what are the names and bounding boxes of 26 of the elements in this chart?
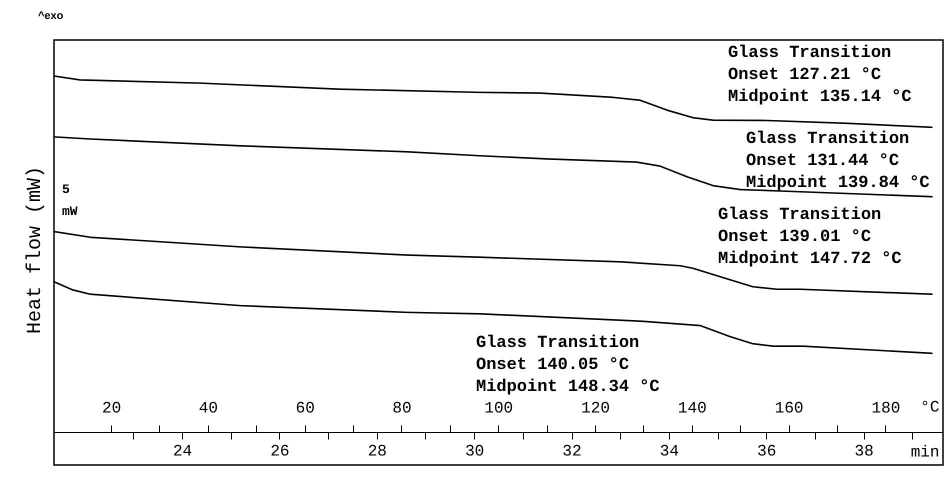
annotation: Glass Transition Onset 127.21 °C Midpoint 135.14 °C [728, 44, 912, 107]
x-tick-label: 160 [774, 400, 804, 418]
x2-tick-label: 36 [757, 442, 776, 460]
text: ^exo [38, 10, 64, 22]
x2-axis-title: min [910, 444, 940, 462]
x2-tick-label: 28 [368, 442, 387, 460]
x2-tick-label: 24 [172, 442, 192, 460]
annotation: Glass Transition Onset 140.05 °C Midpoint 148.34 °C [476, 334, 660, 397]
x2-tick-label: 32 [562, 442, 582, 460]
x-tick-label: 20 [102, 400, 122, 418]
x2-tick-label: 38 [854, 442, 874, 460]
x-tick-label: 40 [198, 400, 218, 418]
x2-tick-label: 26 [270, 442, 290, 460]
x-axis-title: °C [920, 398, 940, 416]
x2-tick-label: 30 [465, 442, 484, 460]
annotation: 5 mW [62, 182, 78, 219]
x-tick-label: 80 [392, 400, 412, 418]
x-tick-label: 60 [296, 400, 315, 418]
x2-tick-label: 34 [660, 442, 679, 460]
x-tick-label: 140 [678, 400, 707, 418]
annotation: Glass Transition Onset 131.44 °C Midpoint 139.84 °C [746, 130, 930, 193]
x-tick-label: 100 [484, 400, 514, 418]
y-axis-title: Heat flow (mW) [24, 166, 47, 334]
x-tick-label: 180 [872, 400, 900, 418]
annotation: Glass Transition Onset 139.01 °C Midpoint 147.72 °C [718, 206, 902, 269]
x-tick-label: 120 [581, 400, 610, 418]
